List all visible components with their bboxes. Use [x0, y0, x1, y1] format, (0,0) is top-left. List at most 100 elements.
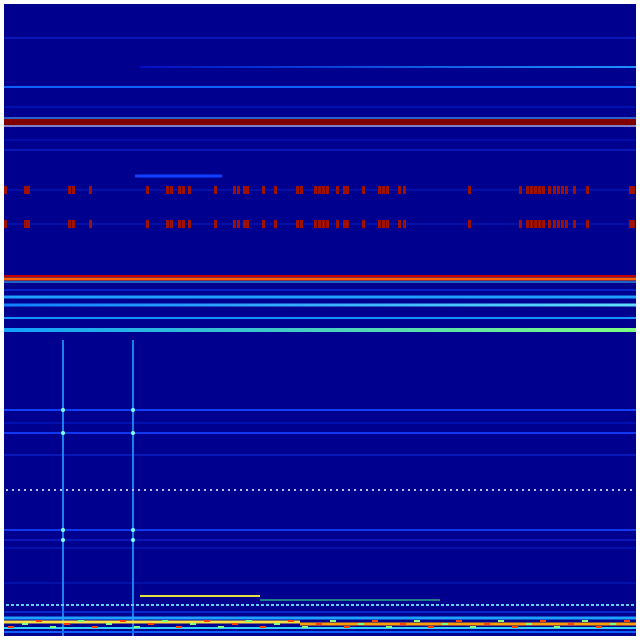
dot [616, 604, 619, 606]
noise [498, 620, 504, 622]
dot [432, 489, 434, 491]
dot [330, 489, 332, 491]
dot [516, 489, 518, 491]
noise [162, 620, 168, 622]
dot [18, 489, 20, 491]
red-dash [314, 186, 317, 194]
red-dash [573, 186, 576, 194]
dot [311, 604, 314, 606]
dot [236, 604, 239, 606]
horizontal-band [4, 37, 636, 39]
noise [358, 623, 364, 625]
dot [468, 489, 470, 491]
noise [414, 620, 420, 622]
red-dash [233, 220, 236, 228]
red-dash [346, 220, 349, 228]
dot [301, 604, 304, 606]
dot [466, 604, 469, 606]
noise [386, 626, 392, 628]
horizontal-band [4, 582, 636, 584]
dot [536, 604, 539, 606]
dot [252, 489, 254, 491]
horizontal-band [135, 174, 222, 178]
dot [168, 489, 170, 491]
red-dash [468, 186, 471, 194]
dot [71, 604, 74, 606]
horizontal-band [4, 295, 636, 299]
dot [174, 489, 176, 491]
noise [92, 626, 98, 628]
red-dash [318, 220, 321, 228]
red-dash [468, 220, 471, 228]
red-dash [542, 186, 545, 194]
red-dash [296, 220, 299, 228]
dot [266, 604, 269, 606]
noise [106, 623, 112, 625]
dot [336, 604, 339, 606]
dot [146, 604, 149, 606]
dot [156, 489, 158, 491]
dot [138, 489, 140, 491]
dot [231, 604, 234, 606]
dot [324, 489, 326, 491]
vertical-node [61, 431, 65, 435]
dot [354, 489, 356, 491]
red-dash [386, 220, 389, 228]
dot [204, 489, 206, 491]
horizontal-band [4, 277, 636, 281]
dot [498, 489, 500, 491]
dot [46, 604, 49, 606]
dot [76, 604, 79, 606]
horizontal-band [4, 275, 636, 277]
dot [282, 489, 284, 491]
red-dash [166, 186, 169, 194]
red-dash [398, 220, 401, 228]
dot [540, 489, 542, 491]
noise [512, 626, 518, 628]
dot [246, 489, 248, 491]
vertical-node [131, 408, 135, 412]
dot [556, 604, 559, 606]
red-dash [326, 220, 329, 228]
dot [81, 604, 84, 606]
red-dash [300, 220, 303, 228]
noise [428, 626, 434, 628]
horizontal-band [4, 454, 636, 456]
dot [26, 604, 29, 606]
red-dash [538, 186, 541, 194]
dot [61, 604, 64, 606]
dot [221, 604, 224, 606]
red-dash [573, 220, 576, 228]
dot [318, 489, 320, 491]
red-dash [89, 220, 92, 228]
dot [406, 604, 409, 606]
red-dash [262, 220, 265, 228]
horizontal-band [4, 106, 636, 108]
dot [198, 489, 200, 491]
red-dash [237, 220, 240, 228]
red-dash [326, 186, 329, 194]
red-dash [629, 220, 632, 228]
dot [6, 604, 9, 606]
dot [431, 604, 434, 606]
dot [360, 489, 362, 491]
dot [12, 489, 14, 491]
dot [312, 489, 314, 491]
red-dash [146, 186, 149, 194]
red-dash [72, 186, 75, 194]
dot [356, 604, 359, 606]
dot [600, 489, 602, 491]
horizontal-band [4, 529, 636, 531]
noise [316, 623, 322, 625]
dot [108, 489, 110, 491]
dot [552, 489, 554, 491]
red-dash [246, 220, 249, 228]
red-dash [530, 220, 533, 228]
dot [396, 489, 398, 491]
red-dash [548, 220, 551, 228]
dot [606, 489, 608, 491]
dot [566, 604, 569, 606]
dot [541, 604, 544, 606]
red-dash [632, 220, 635, 228]
